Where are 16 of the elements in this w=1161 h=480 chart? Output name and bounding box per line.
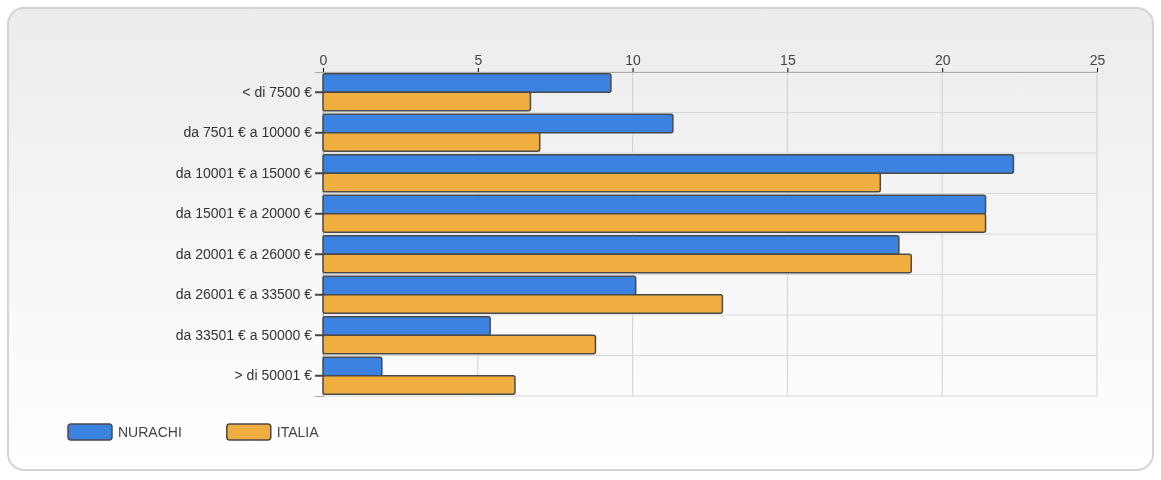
x-tick-label: 0 (319, 52, 328, 68)
y-tick-label: da 26001 € a 33500 € (175, 286, 313, 303)
y-tick-label: da 15001 € a 20000 € (175, 205, 313, 222)
x-tick-label: 25 (1089, 52, 1106, 68)
x-tick-label: 5 (474, 52, 483, 68)
x-tick-label: 10 (625, 52, 642, 68)
y-tick-label: > di 50001 € (234, 367, 313, 384)
y-tick-label: < di 7500 € (242, 83, 313, 100)
x-tick-label: 20 (934, 52, 951, 68)
y-tick-label: da 7501 € a 10000 € (183, 124, 313, 141)
legend-label: NURACHI (118, 424, 182, 440)
y-tick-label: da 10001 € a 15000 € (175, 164, 313, 181)
y-tick-label: da 20001 € a 26000 € (175, 245, 313, 262)
legend-label: ITALIA (276, 424, 320, 440)
y-tick-label: da 33501 € a 50000 € (175, 326, 313, 343)
x-tick-label: 15 (780, 52, 796, 68)
